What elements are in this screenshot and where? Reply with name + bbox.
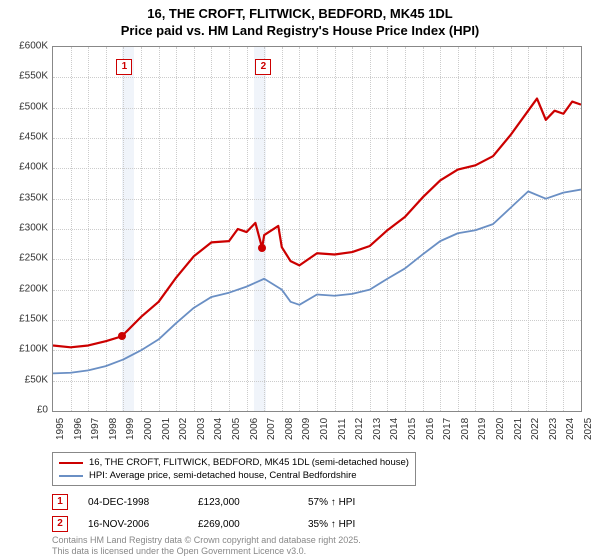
xtick-label: 2009: [301, 418, 312, 440]
title-line-2: Price paid vs. HM Land Registry's House …: [121, 23, 480, 38]
legend-label: HPI: Average price, semi-detached house,…: [89, 470, 357, 481]
xtick-label: 2001: [161, 418, 172, 440]
series-property: [53, 99, 581, 348]
xtick-label: 2004: [213, 418, 224, 440]
xtick-label: 2017: [442, 418, 453, 440]
chart-title: 16, THE CROFT, FLITWICK, BEDFORD, MK45 1…: [0, 0, 600, 40]
xtick-label: 2013: [372, 418, 383, 440]
legend-row: HPI: Average price, semi-detached house,…: [59, 469, 409, 482]
xtick-label: 2016: [425, 418, 436, 440]
ytick-label: £600K: [19, 41, 48, 52]
xtick-label: 1999: [125, 418, 136, 440]
sales-delta: 35% ↑ HPI: [308, 519, 398, 530]
xtick-label: 2019: [477, 418, 488, 440]
legend: 16, THE CROFT, FLITWICK, BEDFORD, MK45 1…: [52, 452, 416, 486]
sales-price: £123,000: [198, 497, 288, 508]
sales-table: 1 04-DEC-1998 £123,000 57% ↑ HPI 2 16-NOV-200…: [52, 494, 398, 538]
xtick-label: 2002: [178, 418, 189, 440]
xtick-label: 2003: [196, 418, 207, 440]
ytick-label: £50K: [25, 374, 48, 385]
xtick-label: 2011: [337, 418, 348, 440]
xtick-label: 2018: [460, 418, 471, 440]
chart-lines: [53, 47, 581, 411]
sale-marker-box: 2: [255, 59, 271, 75]
legend-swatch: [59, 462, 83, 464]
legend-row: 16, THE CROFT, FLITWICK, BEDFORD, MK45 1…: [59, 456, 409, 469]
xtick-label: 2022: [530, 418, 541, 440]
xtick-label: 1995: [55, 418, 66, 440]
xtick-label: 2008: [284, 418, 295, 440]
sales-row: 1 04-DEC-1998 £123,000 57% ↑ HPI: [52, 494, 398, 510]
sale-index-box: 1: [52, 494, 68, 510]
legend-label: 16, THE CROFT, FLITWICK, BEDFORD, MK45 1…: [89, 457, 409, 468]
chart-container: 16, THE CROFT, FLITWICK, BEDFORD, MK45 1…: [0, 0, 600, 560]
xtick-label: 2021: [513, 418, 524, 440]
plot-area: 12: [52, 46, 582, 412]
ytick-label: £500K: [19, 101, 48, 112]
ytick-label: £100K: [19, 344, 48, 355]
xtick-label: 2024: [565, 418, 576, 440]
footer-attribution: Contains HM Land Registry data © Crown c…: [52, 535, 361, 557]
ytick-label: £550K: [19, 71, 48, 82]
ytick-label: £300K: [19, 223, 48, 234]
sales-row: 2 16-NOV-2006 £269,000 35% ↑ HPI: [52, 516, 398, 532]
sales-date: 16-NOV-2006: [88, 519, 178, 530]
ytick-label: £350K: [19, 192, 48, 203]
sales-price: £269,000: [198, 519, 288, 530]
sales-date: 04-DEC-1998: [88, 497, 178, 508]
sale-point-marker: [118, 332, 126, 340]
ytick-label: £200K: [19, 283, 48, 294]
xtick-label: 2005: [231, 418, 242, 440]
xtick-label: 2010: [319, 418, 330, 440]
xtick-label: 2025: [583, 418, 594, 440]
xtick-label: 2006: [249, 418, 260, 440]
xtick-label: 2020: [495, 418, 506, 440]
ytick-label: £150K: [19, 314, 48, 325]
ytick-label: £0: [37, 405, 48, 416]
xtick-label: 2014: [389, 418, 400, 440]
xtick-label: 2023: [548, 418, 559, 440]
xtick-label: 1997: [90, 418, 101, 440]
sales-delta: 57% ↑ HPI: [308, 497, 398, 508]
xtick-label: 2012: [354, 418, 365, 440]
sale-index-box: 2: [52, 516, 68, 532]
xtick-label: 1996: [73, 418, 84, 440]
sale-point-marker: [258, 244, 266, 252]
ytick-label: £250K: [19, 253, 48, 264]
ytick-label: £400K: [19, 162, 48, 173]
xtick-label: 2015: [407, 418, 418, 440]
series-hpi: [53, 190, 581, 374]
footer-line-2: This data is licensed under the Open Gov…: [52, 546, 306, 556]
sale-marker-box: 1: [116, 59, 132, 75]
ytick-label: £450K: [19, 132, 48, 143]
xtick-label: 2007: [266, 418, 277, 440]
footer-line-1: Contains HM Land Registry data © Crown c…: [52, 535, 361, 545]
legend-swatch: [59, 475, 83, 477]
title-line-1: 16, THE CROFT, FLITWICK, BEDFORD, MK45 1…: [147, 6, 453, 21]
xtick-label: 1998: [108, 418, 119, 440]
xtick-label: 2000: [143, 418, 154, 440]
